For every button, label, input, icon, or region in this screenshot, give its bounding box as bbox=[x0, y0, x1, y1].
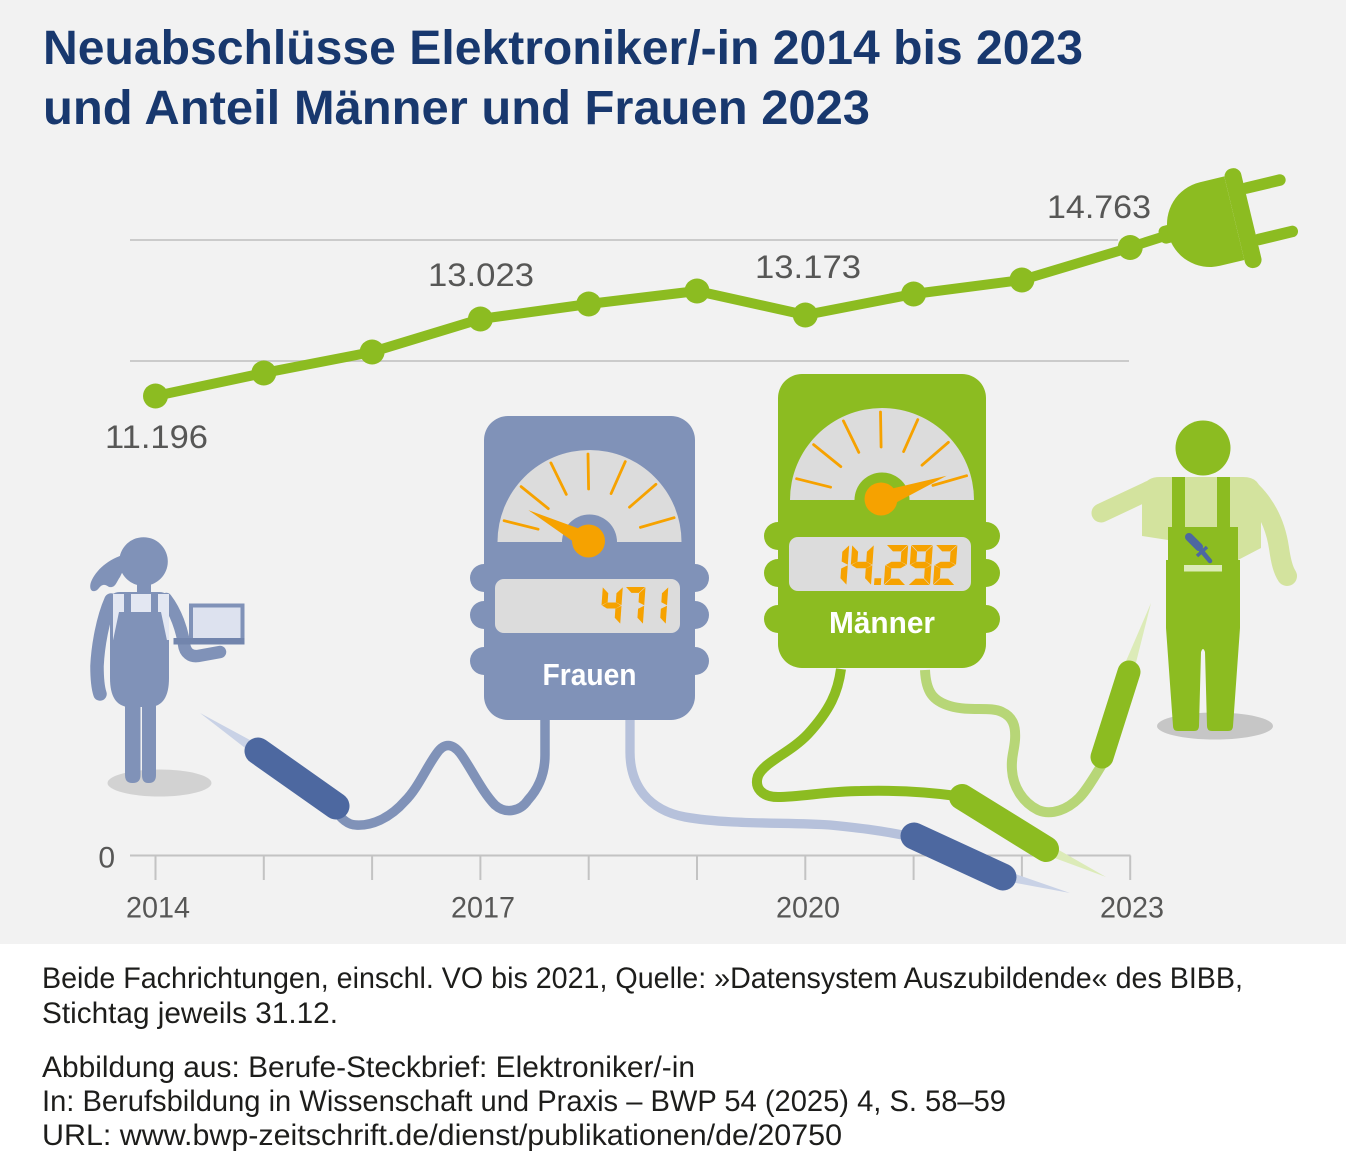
svg-text:Abbildung aus: Berufe-Steckbri: Abbildung aus: Berufe-Steckbrief: Elektr… bbox=[42, 1051, 695, 1084]
svg-text:2017: 2017 bbox=[451, 892, 515, 925]
svg-text:Männer: Männer bbox=[829, 605, 935, 640]
svg-text:0: 0 bbox=[98, 842, 115, 875]
svg-text:2020: 2020 bbox=[776, 892, 840, 925]
svg-text:Stichtag jeweils 31.12.: Stichtag jeweils 31.12. bbox=[42, 997, 338, 1030]
svg-text:Neuabschlüsse Elektroniker/-in: Neuabschlüsse Elektroniker/-in 2014 bis … bbox=[43, 22, 1083, 75]
svg-text:In: Berufsbildung in Wissensch: In: Berufsbildung in Wissenschaft und Pr… bbox=[42, 1085, 1006, 1118]
svg-text:und Anteil Männer und Frauen 2: und Anteil Männer und Frauen 2023 bbox=[43, 82, 870, 135]
svg-text:11.196: 11.196 bbox=[105, 419, 208, 455]
svg-text:13.023: 13.023 bbox=[428, 257, 534, 293]
svg-text:14.763: 14.763 bbox=[1047, 189, 1151, 225]
svg-text:2023: 2023 bbox=[1100, 892, 1164, 925]
svg-text:Frauen: Frauen bbox=[543, 657, 637, 692]
svg-text:Beide Fachrichtungen, einschl.: Beide Fachrichtungen, einschl. VO bis 20… bbox=[42, 962, 1243, 995]
svg-text:2014: 2014 bbox=[126, 892, 190, 925]
svg-text:URL: www.bwp-zeitschrift.de/di: URL: www.bwp-zeitschrift.de/dienst/publi… bbox=[42, 1119, 842, 1152]
svg-text:13.173: 13.173 bbox=[755, 249, 861, 285]
